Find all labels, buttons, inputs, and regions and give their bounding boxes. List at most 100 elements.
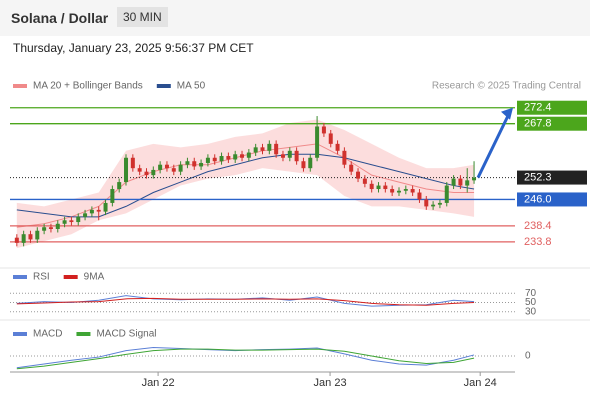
candle-body	[48, 227, 53, 229]
candle-body	[110, 189, 115, 203]
legend-label: MACD Signal	[96, 329, 156, 340]
candle-body	[396, 190, 401, 193]
candle-body	[117, 182, 122, 190]
level-box	[517, 116, 587, 131]
candle-body	[28, 234, 33, 240]
legend-swatch	[13, 275, 27, 279]
candle-body	[192, 161, 197, 167]
candle-body	[321, 126, 326, 134]
candle-body	[89, 209, 94, 214]
y-tick-label: 30	[525, 306, 537, 317]
candle-body	[21, 234, 26, 243]
candle-body	[437, 202, 442, 205]
candle-body	[55, 223, 60, 229]
candle-body	[103, 202, 108, 212]
candle-body	[199, 162, 204, 167]
candle-body	[226, 156, 231, 160]
candle-body	[315, 126, 320, 158]
y-tick-label: 0	[525, 351, 531, 362]
candle-body	[274, 143, 279, 155]
candle-body	[35, 230, 40, 240]
y-tick-label: 70	[525, 288, 537, 299]
candle-body	[376, 185, 381, 190]
candle-body	[253, 147, 258, 153]
level-box	[517, 192, 587, 207]
indicator-line	[16, 297, 475, 306]
candle-body	[42, 227, 47, 231]
indicator-line	[16, 348, 475, 370]
level-label: 246.0	[524, 193, 552, 205]
candle-body	[124, 157, 129, 183]
legend-swatch	[63, 275, 78, 279]
candle-body	[158, 164, 163, 170]
candle-body	[212, 157, 217, 162]
candle-body	[260, 147, 265, 151]
candle-body	[246, 152, 251, 158]
legend-label: MA 20 + Bollinger Bands	[33, 81, 143, 92]
candle-body	[383, 185, 388, 190]
candle-body	[233, 154, 238, 160]
candle-body	[164, 164, 169, 169]
candle-body	[219, 156, 224, 162]
candle-body	[14, 237, 19, 243]
legend-label: MA 50	[177, 81, 206, 92]
candle-body	[287, 150, 292, 158]
x-tick-label: Jan 24	[464, 377, 497, 389]
timeframe-button[interactable]: 30 MIN	[117, 7, 168, 27]
legend-swatch	[13, 332, 27, 336]
candle-body	[69, 220, 74, 223]
candle-body	[356, 171, 361, 179]
candle-body	[444, 185, 449, 203]
candle-body	[280, 154, 285, 158]
candle-body	[178, 164, 183, 172]
candle-body	[130, 157, 135, 169]
level-box	[517, 170, 587, 185]
candle-body	[417, 192, 422, 200]
x-tick-label: Jan 22	[142, 377, 175, 389]
candle-body	[62, 220, 67, 224]
candle-body	[458, 178, 463, 186]
candle-body	[151, 169, 156, 176]
candle-body	[472, 177, 477, 181]
candle-body	[294, 150, 299, 162]
candle-body	[465, 180, 470, 186]
candle-body	[171, 168, 176, 172]
candle-body	[185, 161, 190, 165]
level-label: 233.8	[524, 236, 552, 248]
x-tick-label: Jan 23	[314, 377, 347, 389]
candle-body	[451, 178, 456, 186]
candle-body	[96, 209, 101, 212]
candle-body	[362, 178, 367, 184]
candle-body	[431, 204, 436, 207]
candle-body	[267, 143, 272, 151]
candle-body	[137, 168, 142, 172]
candle-body	[308, 157, 313, 169]
candle-body	[424, 199, 429, 207]
candle-body	[328, 133, 333, 144]
projection-arrowhead	[501, 107, 513, 120]
candle-body	[390, 189, 395, 193]
legend-swatch	[76, 332, 91, 336]
candle-body	[410, 189, 415, 193]
candle-body	[342, 150, 347, 165]
y-tick-label: 50	[525, 297, 537, 308]
level-label: 238.4	[524, 220, 552, 232]
annotation: Research © 2025 Trading Central	[432, 81, 581, 92]
candle-body	[83, 213, 88, 217]
level-label: 252.3	[524, 171, 552, 183]
header-bar: Solana / Dollar 30 MIN	[0, 0, 590, 36]
bollinger-band	[16, 119, 475, 249]
projection-arrow	[476, 113, 511, 179]
candle-body	[144, 171, 149, 176]
timestamp: Thursday, January 23, 2025 9:56:37 PM CE…	[13, 41, 254, 55]
candle-body	[205, 157, 210, 163]
legend-label: RSI	[33, 272, 50, 283]
candle-body	[76, 216, 81, 223]
candle-body	[240, 154, 245, 158]
legend-swatch	[13, 84, 27, 88]
candle-body	[369, 183, 374, 190]
candle-body	[335, 143, 340, 151]
level-label: 267.8	[524, 118, 552, 130]
